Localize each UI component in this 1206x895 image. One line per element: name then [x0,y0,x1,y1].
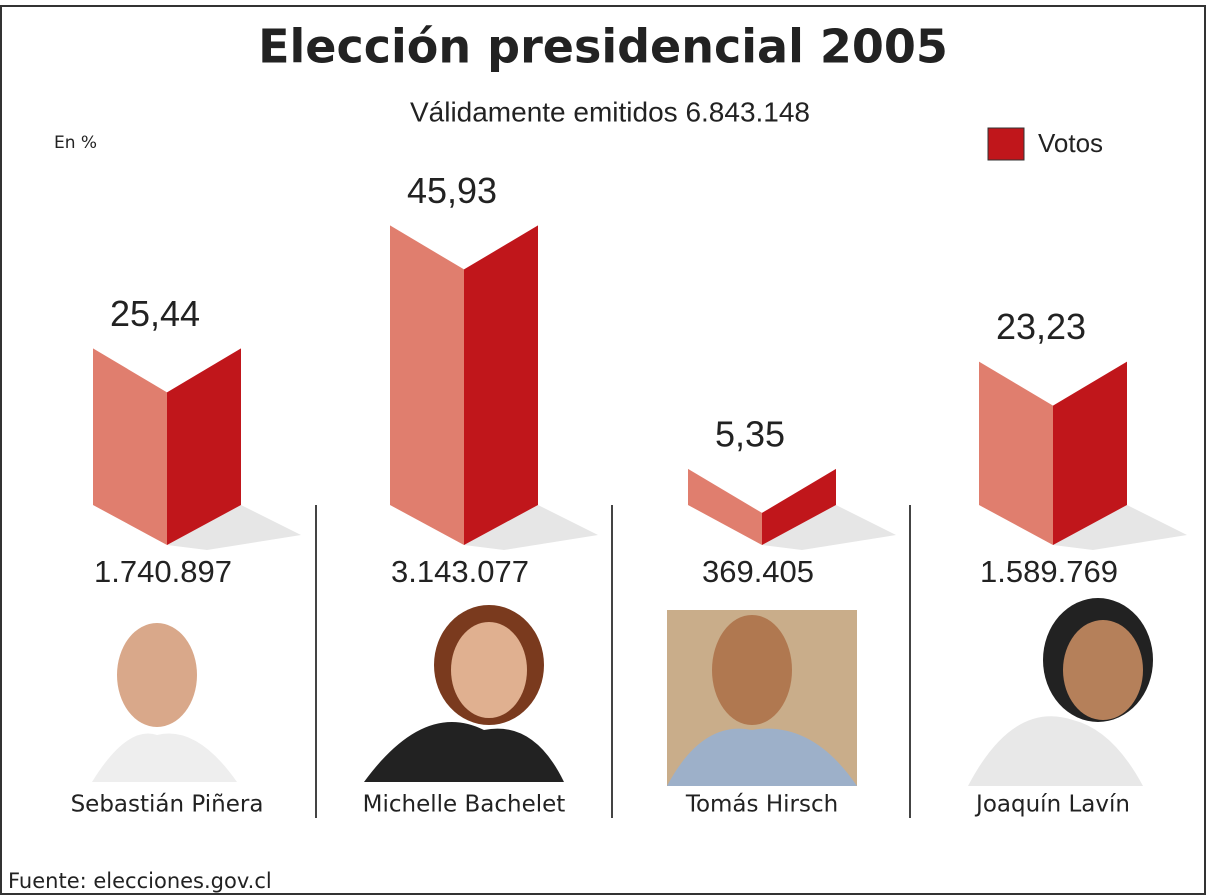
bar-side [390,225,464,545]
legend-label: Votos [1038,128,1103,158]
source: Fuente: elecciones.gov.cl [8,869,272,893]
photo [667,610,857,786]
value-label: 25,44 [110,293,200,334]
vote-count: 1.740.897 [94,554,232,589]
vote-count: 1.589.769 [980,554,1118,589]
bar [464,225,538,545]
chart: Elección presidencial 2005 Válidamente e… [0,0,1206,895]
value-label: 23,23 [996,306,1086,347]
unit-label: En % [54,133,97,153]
value-label: 5,35 [715,413,785,454]
chart-title: Elección presidencial 2005 [258,20,948,74]
chart-subtitle: Válidamente emitidos 6.843.148 [410,96,810,127]
vote-count: 3.143.077 [391,554,529,589]
x-tick-label: Sebastián Piñera [71,792,264,818]
legend-swatch [988,128,1024,160]
x-tick-label: Joaquín Lavín [974,792,1130,818]
x-tick-label: Tomás Hirsch [685,792,838,818]
vote-count: 369.405 [702,554,814,589]
page: Elección presidencial 2005 Válidamente e… [0,0,1206,895]
x-tick-label: Michelle Bachelet [363,792,566,818]
value-label: 45,93 [407,170,497,211]
